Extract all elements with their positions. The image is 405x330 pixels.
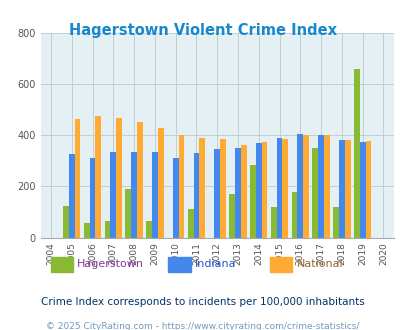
Text: Indiana: Indiana [194, 259, 236, 269]
Bar [276, 138, 282, 238]
Bar [187, 209, 193, 238]
Bar [270, 208, 276, 238]
Bar [255, 143, 261, 238]
Bar [338, 140, 344, 238]
Bar [214, 148, 220, 238]
Text: Crime Index corresponds to incidents per 100,000 inhabitants: Crime Index corresponds to incidents per… [41, 297, 364, 307]
Bar [63, 206, 69, 238]
Bar [353, 69, 359, 238]
Bar [95, 116, 101, 238]
Bar [110, 152, 116, 238]
Bar [158, 128, 163, 238]
Bar [151, 152, 158, 238]
Bar [364, 141, 371, 238]
Bar [104, 221, 110, 238]
Text: Hagerstown Violent Crime Index: Hagerstown Violent Crime Index [69, 23, 336, 38]
Bar [311, 148, 318, 238]
Bar [261, 142, 267, 238]
Bar [75, 119, 80, 238]
Bar [303, 135, 308, 238]
Bar [146, 221, 151, 238]
Bar [249, 165, 255, 238]
Text: National: National [296, 259, 342, 269]
Bar [291, 192, 297, 238]
Text: © 2025 CityRating.com - https://www.cityrating.com/crime-statistics/: © 2025 CityRating.com - https://www.city… [46, 322, 359, 330]
Bar [83, 223, 90, 238]
Bar [178, 135, 184, 238]
Bar [136, 122, 143, 238]
Bar [240, 145, 246, 238]
Text: Hagerstown: Hagerstown [77, 259, 144, 269]
Bar [297, 134, 303, 238]
Bar [69, 154, 75, 238]
Bar [193, 153, 199, 238]
Bar [229, 194, 234, 238]
Bar [90, 157, 95, 238]
Bar [323, 135, 329, 238]
Bar [344, 140, 350, 238]
Bar [125, 189, 131, 238]
Bar [172, 157, 178, 238]
Bar [318, 135, 323, 238]
Bar [131, 152, 136, 238]
Bar [199, 138, 205, 238]
Bar [116, 118, 122, 238]
Bar [359, 142, 364, 238]
Bar [220, 139, 225, 238]
Bar [333, 207, 338, 238]
Bar [282, 139, 288, 238]
Bar [234, 148, 240, 238]
